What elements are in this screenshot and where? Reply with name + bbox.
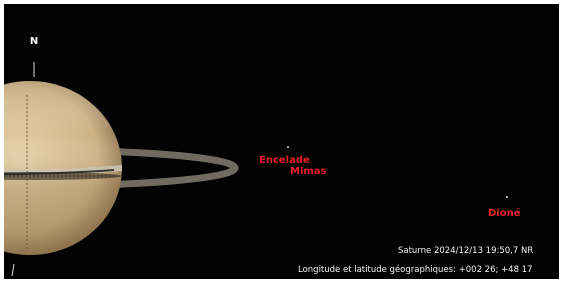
page: N Encelade Mimas Dioné Saturne 2024/12/1… xyxy=(0,0,563,283)
moon-label: Dioné xyxy=(488,207,521,219)
moon-dot xyxy=(506,196,508,198)
sky-view: N Encelade Mimas Dioné Saturne 2024/12/1… xyxy=(0,0,563,283)
moon-label: Mimas xyxy=(290,166,327,177)
date-line: Saturne 2024/12/13 19:50,7 NR xyxy=(398,246,533,256)
moon-dot xyxy=(287,146,289,148)
location-line: Longitude et latitude géographiques: +00… xyxy=(298,264,533,275)
compass-label: N xyxy=(30,36,38,47)
moon-label: Encelade xyxy=(259,155,310,166)
